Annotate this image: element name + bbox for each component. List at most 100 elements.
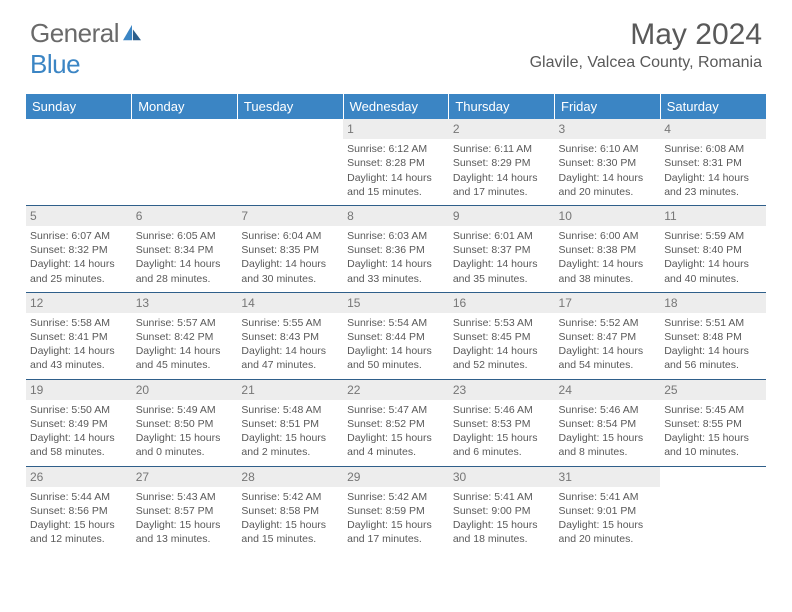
calendar-cell: 10Sunrise: 6:00 AMSunset: 8:38 PMDayligh…: [555, 205, 661, 292]
sunset-text: Sunset: 8:56 PM: [30, 504, 128, 518]
day-number: 6: [132, 206, 238, 226]
daylight-text: Daylight: 15 hours and 6 minutes.: [453, 431, 551, 459]
sunset-text: Sunset: 8:49 PM: [30, 417, 128, 431]
sunset-text: Sunset: 8:57 PM: [136, 504, 234, 518]
day-number: 12: [26, 293, 132, 313]
daylight-text: Daylight: 14 hours and 56 minutes.: [664, 344, 762, 372]
sunrise-text: Sunrise: 5:53 AM: [453, 316, 551, 330]
calendar-week: 26Sunrise: 5:44 AMSunset: 8:56 PMDayligh…: [26, 466, 766, 552]
calendar-cell: 31Sunrise: 5:41 AMSunset: 9:01 PMDayligh…: [555, 466, 661, 552]
sunrise-text: Sunrise: 6:12 AM: [347, 142, 445, 156]
calendar-cell: 27 Sunrise: 5:43 AMSunset: 8:57 PMDayligh…: [132, 466, 238, 552]
calendar-week: 5Sunrise: 6:07 AMSunset: 8:32 PMDaylight…: [26, 205, 766, 292]
sunset-text: Sunset: 8:55 PM: [664, 417, 762, 431]
daylight-text: Daylight: 14 hours and 43 minutes.: [30, 344, 128, 372]
sunrise-text: Sunrise: 5:46 AM: [559, 403, 657, 417]
daylight-text: Daylight: 14 hours and 25 minutes.: [30, 257, 128, 285]
day-number: 22: [343, 380, 449, 400]
day-number: 7: [237, 206, 343, 226]
calendar-cell: [660, 466, 766, 552]
daylight-text: Daylight: 14 hours and 52 minutes.: [453, 344, 551, 372]
sunset-text: Sunset: 8:28 PM: [347, 156, 445, 170]
calendar-cell: [237, 119, 343, 205]
calendar-cell: 7Sunrise: 6:04 AMSunset: 8:35 PMDaylight…: [237, 205, 343, 292]
calendar-cell: 3Sunrise: 6:10 AMSunset: 8:30 PMDaylight…: [555, 119, 661, 205]
day-number: 30: [449, 467, 555, 487]
calendar-head: SundayMondayTuesdayWednesdayThursdayFrid…: [26, 94, 766, 119]
day-number: 16: [449, 293, 555, 313]
sunset-text: Sunset: 8:41 PM: [30, 330, 128, 344]
page-header: GeneralBlue May 2024 Glavile, Valcea Cou…: [0, 0, 792, 88]
daylight-text: Daylight: 14 hours and 40 minutes.: [664, 257, 762, 285]
weekday-header: Tuesday: [237, 94, 343, 119]
day-number: 20: [132, 380, 238, 400]
daylight-text: Daylight: 15 hours and 17 minutes.: [347, 518, 445, 546]
sunrise-text: Sunrise: 5:58 AM: [30, 316, 128, 330]
sunset-text: Sunset: 8:37 PM: [453, 243, 551, 257]
sunrise-text: Sunrise: 6:11 AM: [453, 142, 551, 156]
sunset-text: Sunset: 8:53 PM: [453, 417, 551, 431]
calendar-cell: 11Sunrise: 5:59 AMSunset: 8:40 PMDayligh…: [660, 205, 766, 292]
calendar-cell: 2Sunrise: 6:11 AMSunset: 8:29 PMDaylight…: [449, 119, 555, 205]
calendar-cell: 29Sunrise: 5:42 AMSunset: 8:59 PMDayligh…: [343, 466, 449, 552]
sunset-text: Sunset: 8:54 PM: [559, 417, 657, 431]
sunrise-text: Sunrise: 5:48 AM: [241, 403, 339, 417]
daylight-text: Daylight: 15 hours and 4 minutes.: [347, 431, 445, 459]
sunrise-text: Sunrise: 5:54 AM: [347, 316, 445, 330]
calendar-cell: 9Sunrise: 6:01 AMSunset: 8:37 PMDaylight…: [449, 205, 555, 292]
daylight-text: Daylight: 14 hours and 20 minutes.: [559, 171, 657, 199]
sunrise-text: Sunrise: 5:59 AM: [664, 229, 762, 243]
calendar-cell: 24Sunrise: 5:46 AMSunset: 8:54 PMDayligh…: [555, 379, 661, 466]
daylight-text: Daylight: 14 hours and 50 minutes.: [347, 344, 445, 372]
sunrise-text: Sunrise: 5:43 AM: [136, 490, 234, 504]
sunrise-text: Sunrise: 5:41 AM: [453, 490, 551, 504]
sunrise-text: Sunrise: 5:49 AM: [136, 403, 234, 417]
day-number: 9: [449, 206, 555, 226]
calendar-week: 1Sunrise: 6:12 AMSunset: 8:28 PMDaylight…: [26, 119, 766, 205]
daylight-text: Daylight: 15 hours and 2 minutes.: [241, 431, 339, 459]
calendar-cell: 21Sunrise: 5:48 AMSunset: 8:51 PMDayligh…: [237, 379, 343, 466]
sunrise-text: Sunrise: 5:55 AM: [241, 316, 339, 330]
sunrise-text: Sunrise: 5:46 AM: [453, 403, 551, 417]
calendar-cell: 15Sunrise: 5:54 AMSunset: 8:44 PMDayligh…: [343, 292, 449, 379]
sunset-text: Sunset: 9:01 PM: [559, 504, 657, 518]
calendar-cell: 8Sunrise: 6:03 AMSunset: 8:36 PMDaylight…: [343, 205, 449, 292]
day-number: 29: [343, 467, 449, 487]
sunrise-text: Sunrise: 6:07 AM: [30, 229, 128, 243]
day-number: 27: [132, 467, 238, 487]
calendar-cell: 18Sunrise: 5:51 AMSunset: 8:48 PMDayligh…: [660, 292, 766, 379]
day-number: 19: [26, 380, 132, 400]
day-number: 31: [555, 467, 661, 487]
weekday-header: Monday: [132, 94, 238, 119]
calendar-cell: 17Sunrise: 5:52 AMSunset: 8:47 PMDayligh…: [555, 292, 661, 379]
daylight-text: Daylight: 15 hours and 12 minutes.: [30, 518, 128, 546]
calendar-cell: 13Sunrise: 5:57 AMSunset: 8:42 PMDayligh…: [132, 292, 238, 379]
sunset-text: Sunset: 8:30 PM: [559, 156, 657, 170]
day-number: 2: [449, 119, 555, 139]
sunrise-text: Sunrise: 5:50 AM: [30, 403, 128, 417]
daylight-text: Daylight: 15 hours and 13 minutes.: [136, 518, 234, 546]
daylight-text: Daylight: 15 hours and 20 minutes.: [559, 518, 657, 546]
sunrise-text: Sunrise: 6:00 AM: [559, 229, 657, 243]
sunset-text: Sunset: 8:29 PM: [453, 156, 551, 170]
sunrise-text: Sunrise: 5:44 AM: [30, 490, 128, 504]
day-number: 24: [555, 380, 661, 400]
daylight-text: Daylight: 14 hours and 54 minutes.: [559, 344, 657, 372]
day-number: 11: [660, 206, 766, 226]
daylight-text: Daylight: 15 hours and 0 minutes.: [136, 431, 234, 459]
sunrise-text: Sunrise: 5:45 AM: [664, 403, 762, 417]
sunset-text: Sunset: 8:50 PM: [136, 417, 234, 431]
calendar-table: SundayMondayTuesdayWednesdayThursdayFrid…: [26, 94, 766, 552]
sunset-text: Sunset: 8:59 PM: [347, 504, 445, 518]
sunrise-text: Sunrise: 6:08 AM: [664, 142, 762, 156]
day-number: 15: [343, 293, 449, 313]
weekday-header: Sunday: [26, 94, 132, 119]
daylight-text: Daylight: 15 hours and 18 minutes.: [453, 518, 551, 546]
daylight-text: Daylight: 14 hours and 30 minutes.: [241, 257, 339, 285]
calendar-cell: 1Sunrise: 6:12 AMSunset: 8:28 PMDaylight…: [343, 119, 449, 205]
sail-icon: [121, 18, 143, 49]
calendar-cell: [26, 119, 132, 205]
sunset-text: Sunset: 8:45 PM: [453, 330, 551, 344]
daylight-text: Daylight: 14 hours and 35 minutes.: [453, 257, 551, 285]
sunrise-text: Sunrise: 5:52 AM: [559, 316, 657, 330]
